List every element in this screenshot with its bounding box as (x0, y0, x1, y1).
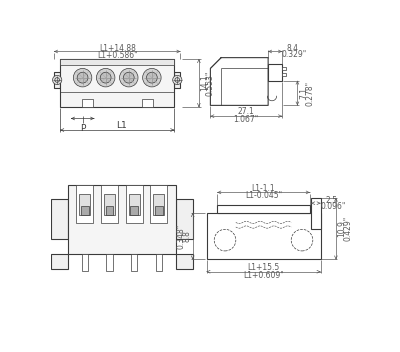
Bar (217, 206, 310, 213)
Circle shape (173, 75, 182, 84)
Bar (311, 198, 320, 228)
Circle shape (146, 72, 157, 83)
Bar (82, 99, 92, 107)
Bar (142, 99, 153, 107)
Text: 0.096": 0.096" (320, 202, 346, 211)
Text: 1.067": 1.067" (234, 115, 259, 124)
Bar (51, 199, 68, 239)
Bar (80, 194, 90, 215)
Text: L1-0.045": L1-0.045" (245, 191, 282, 200)
Text: 0.278": 0.278" (305, 81, 314, 106)
Text: P: P (80, 124, 85, 133)
Circle shape (100, 72, 111, 83)
Bar (82, 254, 88, 271)
Bar (68, 185, 176, 254)
Bar (76, 185, 93, 223)
Bar (131, 254, 137, 271)
Circle shape (77, 72, 88, 83)
Circle shape (73, 68, 92, 87)
Text: L1+0.586": L1+0.586" (97, 51, 138, 60)
Bar (101, 185, 118, 223)
Bar (129, 194, 140, 215)
Circle shape (120, 68, 138, 87)
Text: L1-1.1: L1-1.1 (252, 184, 275, 193)
Circle shape (143, 68, 161, 87)
Circle shape (96, 68, 115, 87)
Bar (268, 64, 282, 81)
Circle shape (123, 72, 134, 83)
Bar (126, 185, 143, 223)
Bar (130, 206, 138, 215)
Text: 7.1: 7.1 (299, 87, 308, 99)
Bar (60, 59, 174, 65)
Bar (54, 71, 60, 88)
Text: 0.348": 0.348" (177, 224, 186, 249)
Text: L1+15.5: L1+15.5 (247, 263, 280, 272)
Bar (150, 185, 167, 223)
Text: 14.1: 14.1 (200, 75, 209, 92)
Bar (176, 199, 193, 239)
Bar (106, 254, 113, 271)
Circle shape (52, 75, 62, 84)
Bar (174, 71, 180, 88)
Bar (106, 206, 113, 215)
Bar (51, 254, 68, 269)
Bar (282, 67, 286, 70)
Text: L1: L1 (116, 121, 126, 130)
Text: 8.8: 8.8 (183, 230, 192, 242)
Bar (81, 206, 89, 215)
Bar (282, 73, 286, 76)
Bar (156, 254, 162, 271)
Bar (176, 254, 193, 269)
Polygon shape (210, 58, 268, 105)
Bar (155, 206, 163, 215)
Text: 8.4: 8.4 (287, 44, 299, 53)
Text: 10.9: 10.9 (338, 220, 346, 237)
Text: 0.553": 0.553" (206, 70, 215, 96)
Bar (206, 213, 320, 259)
Bar (154, 194, 164, 215)
Text: 0.429": 0.429" (344, 216, 353, 241)
Text: 2.5: 2.5 (325, 196, 337, 205)
Text: 27.1: 27.1 (238, 107, 254, 116)
Text: L1+14.88: L1+14.88 (99, 44, 136, 53)
Text: 0.329": 0.329" (282, 50, 307, 59)
Text: L1+0.609": L1+0.609" (243, 271, 284, 280)
Bar (60, 59, 174, 107)
Bar (104, 194, 115, 215)
